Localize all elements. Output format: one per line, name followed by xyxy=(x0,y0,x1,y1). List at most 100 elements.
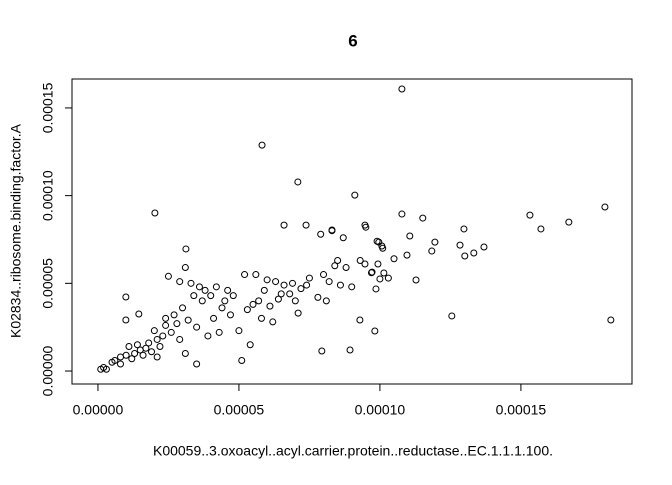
point xyxy=(336,281,344,289)
point xyxy=(167,328,175,336)
point xyxy=(266,302,274,310)
point xyxy=(280,281,288,289)
point xyxy=(362,223,370,231)
point xyxy=(346,346,354,354)
x-axis-label: K00059..3.oxoacyl..acyl.carrier.protein.… xyxy=(153,443,553,459)
point xyxy=(198,297,206,305)
point xyxy=(331,262,339,270)
point xyxy=(170,311,178,319)
point xyxy=(133,341,141,349)
point xyxy=(252,271,260,279)
point xyxy=(190,292,198,300)
point xyxy=(207,292,215,300)
point xyxy=(431,238,439,246)
point xyxy=(179,304,187,312)
point xyxy=(263,276,271,284)
point xyxy=(135,310,143,318)
point xyxy=(255,297,263,305)
point xyxy=(305,274,313,282)
point xyxy=(122,293,130,301)
point xyxy=(258,141,266,149)
point xyxy=(176,278,184,286)
point xyxy=(356,316,364,324)
point xyxy=(368,268,376,276)
point xyxy=(210,314,218,322)
point xyxy=(241,271,249,279)
point xyxy=(212,283,220,291)
chart-title: 6 xyxy=(348,31,357,50)
point xyxy=(153,335,161,343)
point xyxy=(302,221,310,229)
point xyxy=(257,314,265,322)
point xyxy=(193,360,201,368)
point xyxy=(187,279,195,287)
point xyxy=(286,290,294,298)
point xyxy=(314,293,322,301)
point xyxy=(412,276,420,284)
point xyxy=(218,304,226,312)
point xyxy=(348,283,356,291)
point xyxy=(361,260,369,268)
point xyxy=(277,290,285,298)
point xyxy=(193,323,201,331)
point xyxy=(460,225,468,233)
point xyxy=(269,318,277,326)
point xyxy=(390,255,398,263)
point xyxy=(224,286,232,294)
y-tick-label: 0.00000 xyxy=(40,346,56,397)
point xyxy=(150,327,158,335)
point xyxy=(303,281,311,289)
point xyxy=(238,356,246,364)
y-tick-label: 0.00005 xyxy=(40,258,56,309)
x-tick-label: 0.00005 xyxy=(214,402,265,418)
point xyxy=(274,295,282,303)
point xyxy=(601,203,609,211)
point xyxy=(229,292,237,300)
point xyxy=(380,269,388,277)
point xyxy=(151,209,159,217)
point xyxy=(181,264,189,272)
point xyxy=(246,341,254,349)
point xyxy=(215,328,223,336)
point xyxy=(125,342,133,350)
point xyxy=(356,257,364,265)
point xyxy=(342,264,350,272)
point xyxy=(371,327,379,335)
point xyxy=(116,360,124,368)
x-tick-label: 0.00010 xyxy=(355,402,406,418)
point xyxy=(398,210,406,218)
point xyxy=(325,278,333,286)
point xyxy=(173,320,181,328)
point xyxy=(226,311,234,319)
point xyxy=(204,332,212,340)
point xyxy=(289,279,297,287)
point xyxy=(162,321,170,329)
point xyxy=(456,241,464,249)
point xyxy=(128,355,136,363)
point xyxy=(159,332,167,340)
point xyxy=(221,297,229,305)
point xyxy=(406,232,414,240)
point xyxy=(181,349,189,357)
point xyxy=(320,271,328,279)
point xyxy=(111,356,119,364)
point xyxy=(182,245,190,253)
point xyxy=(249,300,257,308)
point xyxy=(280,221,288,229)
point xyxy=(176,335,184,343)
point xyxy=(537,225,545,233)
point xyxy=(260,286,268,294)
point xyxy=(526,211,534,219)
point xyxy=(291,297,299,305)
point xyxy=(339,234,347,242)
point xyxy=(243,306,251,314)
point xyxy=(318,347,326,355)
y-axis-label: K02834..ribosome.binding.factor.A xyxy=(8,123,24,338)
x-tick-label: 0.00015 xyxy=(496,402,547,418)
point xyxy=(384,274,392,282)
point xyxy=(470,249,478,257)
point xyxy=(374,260,382,268)
point xyxy=(398,85,406,93)
point xyxy=(142,344,150,352)
